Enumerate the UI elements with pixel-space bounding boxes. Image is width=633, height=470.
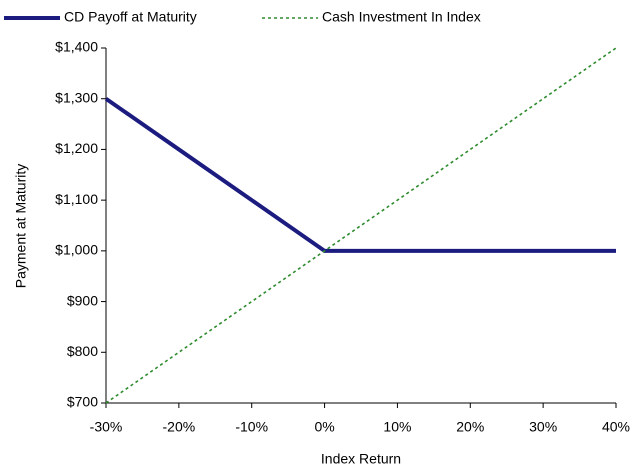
x-tick-label: 10% (383, 419, 411, 435)
x-tick-label: 0% (314, 419, 334, 435)
y-tick-label: $1,300 (55, 89, 98, 105)
y-tick-label: $700 (67, 394, 98, 410)
y-tick-label: $1,100 (55, 191, 98, 207)
series-line (105, 47, 617, 404)
legend-label: Cash Investment In Index (322, 9, 481, 25)
y-tick-label: $900 (67, 292, 98, 308)
y-tick-label: $800 (67, 343, 98, 359)
y-tick-label: $1,200 (55, 140, 98, 156)
y-tick-label: $1,000 (55, 242, 98, 258)
x-tick-label: -20% (163, 419, 196, 435)
y-tick-label: $1,400 (55, 39, 98, 55)
x-tick-label: 30% (529, 419, 557, 435)
series-line (104, 97, 616, 253)
x-tick-label: -10% (235, 419, 268, 435)
legend-label: CD Payoff at Maturity (64, 9, 197, 25)
x-tick-label: 40% (602, 419, 630, 435)
x-tick-label: 20% (456, 419, 484, 435)
y-axis-label: Payment at Maturity (13, 164, 29, 289)
x-axis-label: Index Return (321, 451, 401, 467)
x-tick-label: -30% (90, 419, 123, 435)
